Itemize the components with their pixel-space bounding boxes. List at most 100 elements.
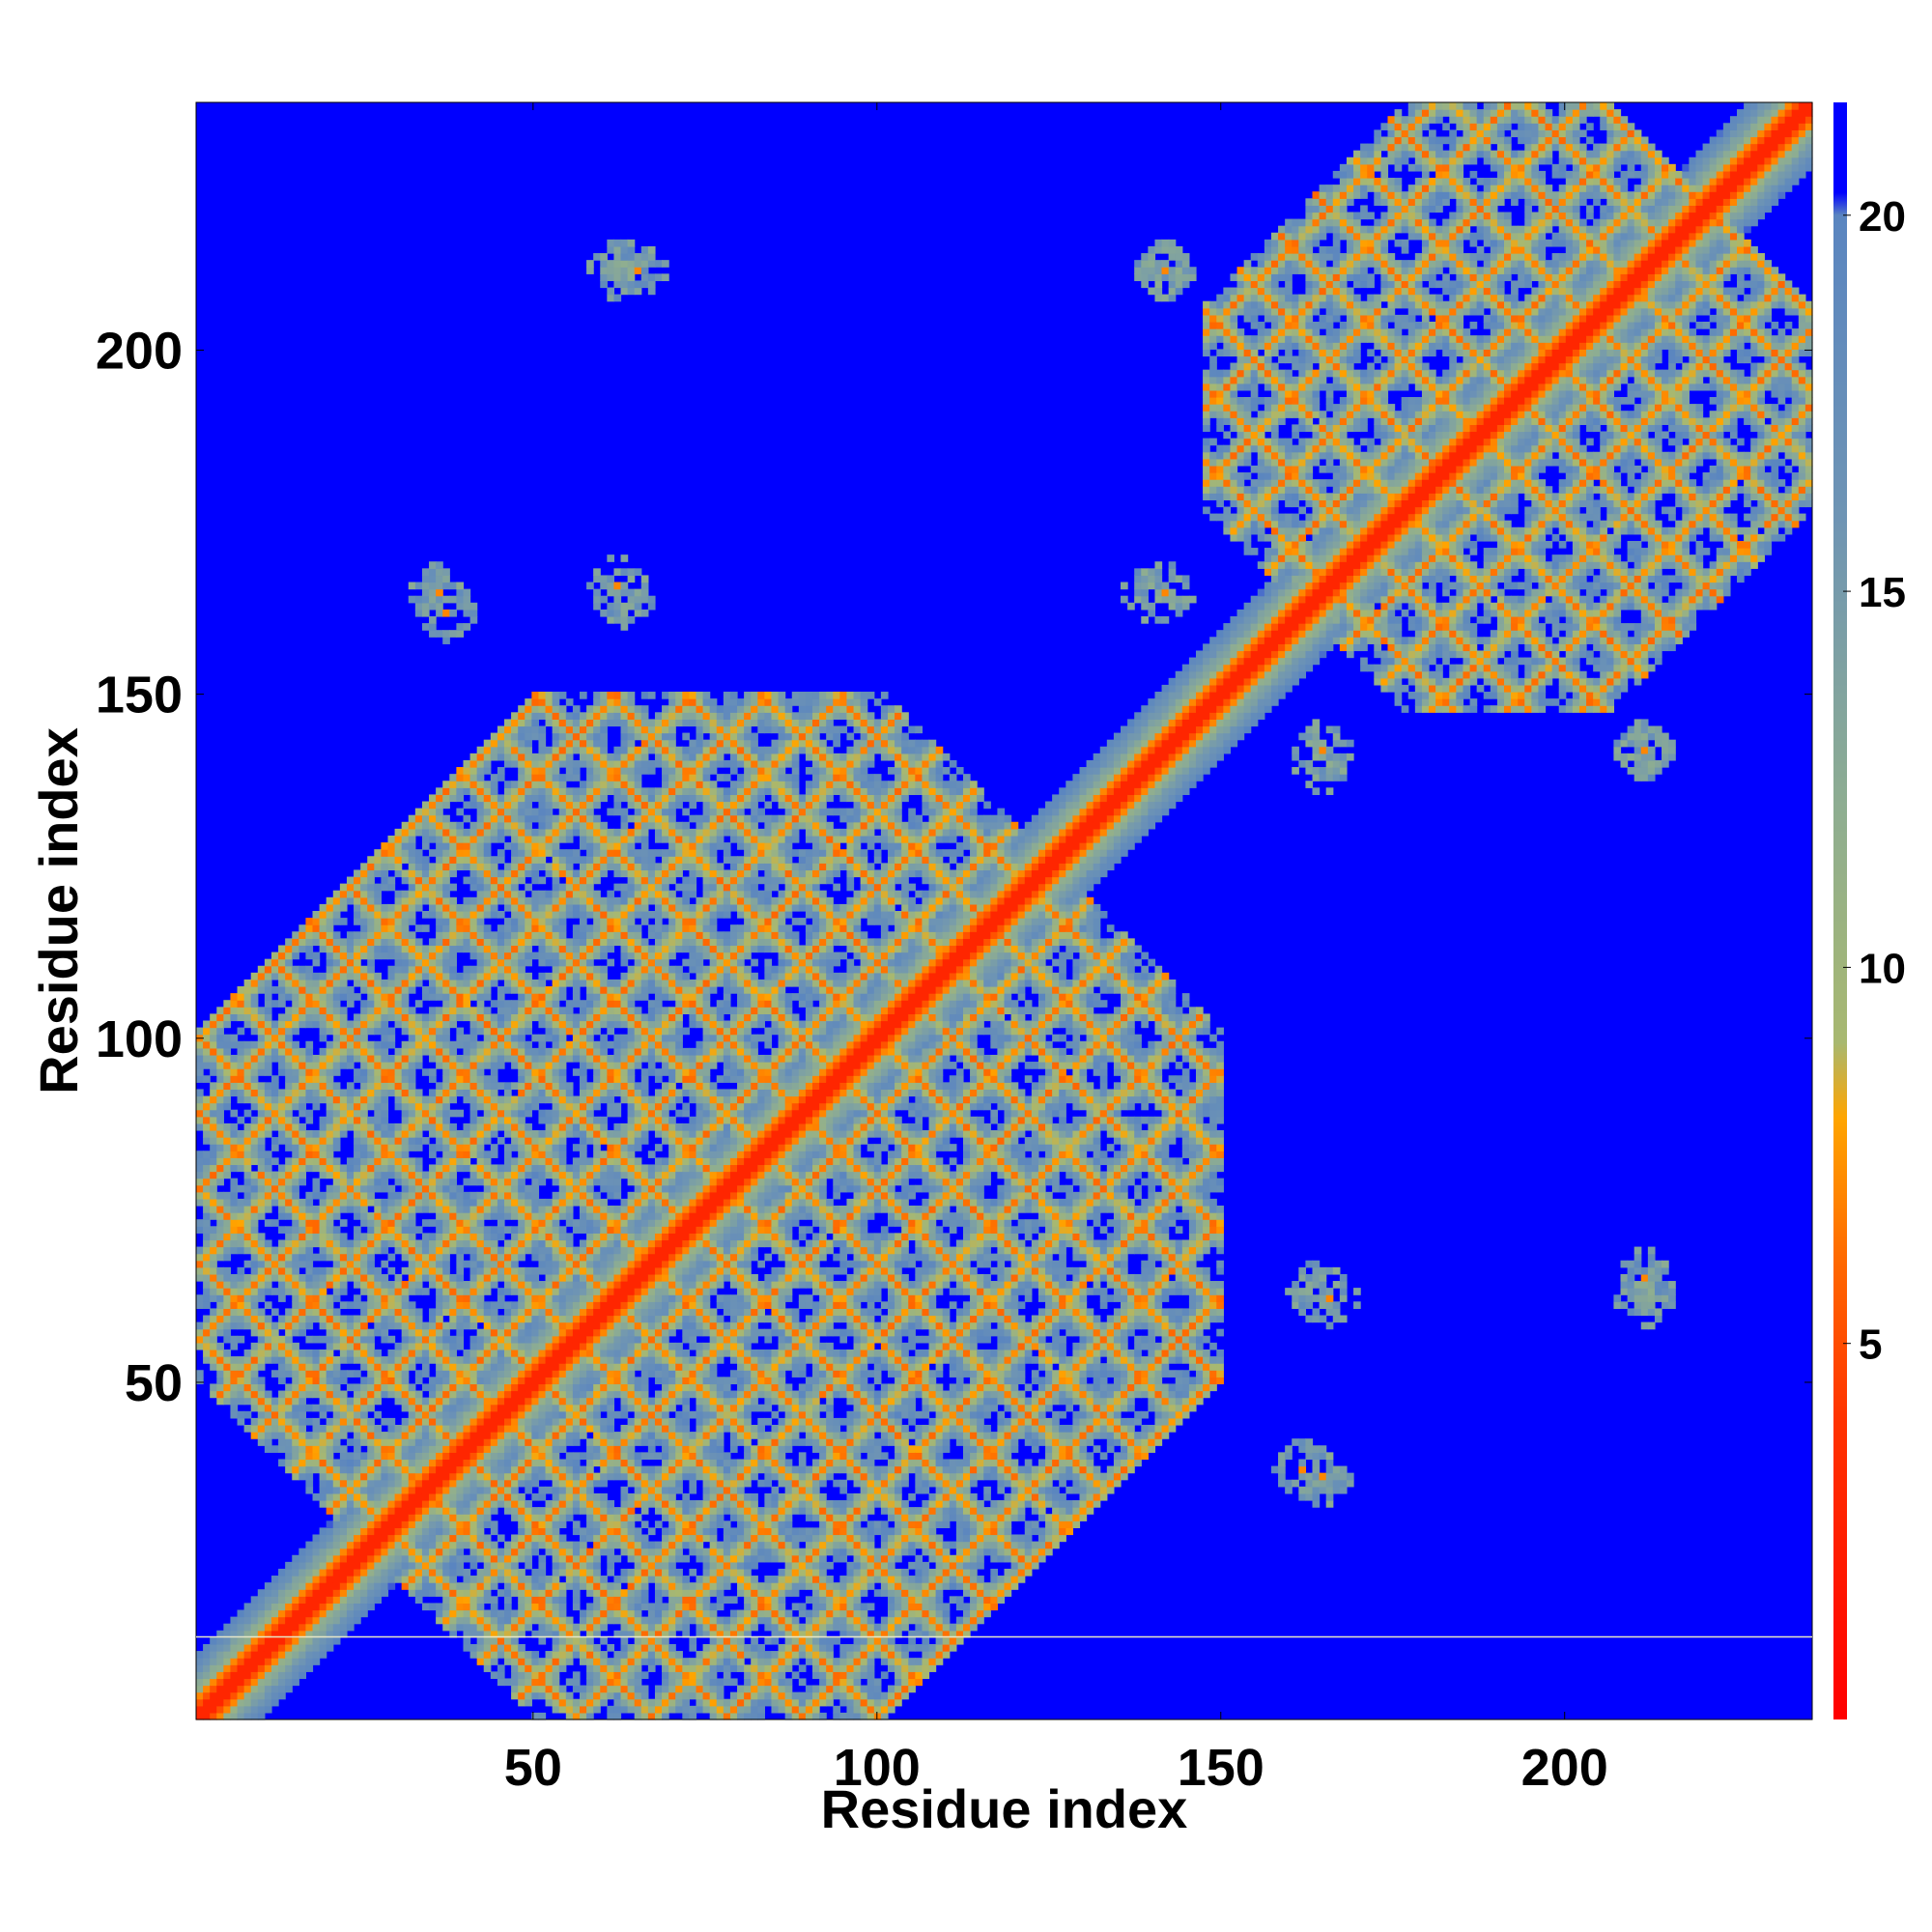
heatmap-cell [491,1151,498,1158]
heatmap-cell [518,809,526,816]
heatmap-cell [511,1617,519,1625]
heatmap-cell [463,1144,470,1151]
heatmap-cell [238,1233,245,1240]
heatmap-cell [422,1041,430,1049]
heatmap-cell [470,1391,478,1399]
heatmap-cell [223,1267,231,1275]
heatmap-cell [463,1294,470,1302]
heatmap-cell [470,1534,478,1542]
heatmap-cell [525,1617,532,1625]
heatmap-cell [313,1103,321,1111]
heatmap-cell [305,1658,313,1665]
heatmap-cell [525,1671,532,1679]
heatmap-cell [347,1582,355,1590]
heatmap-cell [477,1445,485,1453]
heatmap-cell [285,1123,293,1131]
heatmap-cell [216,1267,224,1275]
heatmap-cell [511,1316,519,1323]
heatmap-cell [538,1713,546,1720]
heatmap-cell [292,1445,299,1453]
heatmap-cell [203,1219,211,1227]
heatmap-cell [511,781,519,788]
heatmap-cell [244,1398,252,1406]
heatmap-cell [271,1664,279,1672]
heatmap-cell [504,781,512,788]
heatmap-cell [518,1377,526,1384]
heatmap-cell [477,1226,485,1234]
heatmap-cell [395,924,403,932]
heatmap-cell [374,1020,382,1028]
heatmap-cell [531,1172,539,1179]
heatmap-cell [470,1445,478,1453]
heatmap-cell [497,1445,505,1453]
heatmap-cell [477,1089,485,1096]
heatmap-cell [340,1555,348,1563]
heatmap-cell [525,705,532,713]
heatmap-cell [538,1582,546,1590]
heatmap-cell [449,952,457,960]
heatmap-cell [244,1082,252,1090]
heatmap-cell [456,904,464,912]
heatmap-cell [333,1233,341,1240]
heatmap-cell [497,1617,505,1625]
heatmap-cell [491,884,498,892]
heatmap-cell [251,1048,259,1056]
heatmap-cell [381,1041,388,1049]
heatmap-cell [367,973,375,980]
heatmap-cell [313,1658,321,1665]
heatmap-cell [271,1308,279,1316]
heatmap-cell [470,1411,478,1419]
heatmap-cell [238,1028,245,1036]
heatmap-cell [436,1391,443,1399]
heatmap-cell [251,1356,259,1364]
heatmap-cell [244,1377,252,1384]
heatmap-cell [511,1206,519,1213]
heatmap-cell [251,1020,259,1028]
heatmap-cell [230,1658,238,1665]
heatmap-cell [327,1185,334,1193]
heatmap-cell [271,1157,279,1165]
heatmap-cell [409,891,416,898]
heatmap-cell [285,1596,293,1604]
heatmap-cell [436,1172,443,1179]
heatmap-cell [531,1480,539,1488]
heatmap-cell [210,1383,217,1391]
heatmap-cell [278,973,286,980]
heatmap-cell [456,1610,464,1618]
heatmap-cell [347,1123,355,1131]
heatmap-cell [497,1020,505,1028]
heatmap-cell [531,725,539,733]
heatmap-cell [251,1096,259,1104]
heatmap-cell [456,1082,464,1090]
heatmap-cell [210,1664,217,1672]
heatmap-cell [449,1308,457,1316]
heatmap-cell [244,1179,252,1186]
heatmap-cell [292,1281,299,1289]
heatmap-cell [463,1226,470,1234]
heatmap-cell [313,1356,321,1364]
heatmap-cell [230,1637,238,1645]
heatmap-cell [463,993,470,1001]
heatmap-cell [367,980,375,987]
heatmap-cell [511,877,519,885]
heatmap-cell [531,897,539,905]
heatmap-cell [340,1466,348,1474]
heatmap-cell [538,1363,546,1371]
heatmap-cell [442,815,450,823]
heatmap-cell [298,1329,306,1337]
heatmap-cell [292,1596,299,1604]
heatmap-cell [387,1308,395,1316]
heatmap-cell [333,1007,341,1014]
heatmap-cell [258,1405,266,1412]
heatmap-cell [387,1527,395,1535]
heatmap-cell [278,1316,286,1323]
heatmap-cell [415,1377,423,1384]
heatmap-cell [429,1576,437,1583]
heatmap-cell [484,1117,492,1124]
heatmap-cell [525,1020,532,1028]
heatmap-cell [285,1363,293,1371]
heatmap-cell [271,1110,279,1118]
heatmap-cell [360,1288,368,1295]
heatmap-cell [402,1013,410,1021]
heatmap-cell [456,1383,464,1391]
